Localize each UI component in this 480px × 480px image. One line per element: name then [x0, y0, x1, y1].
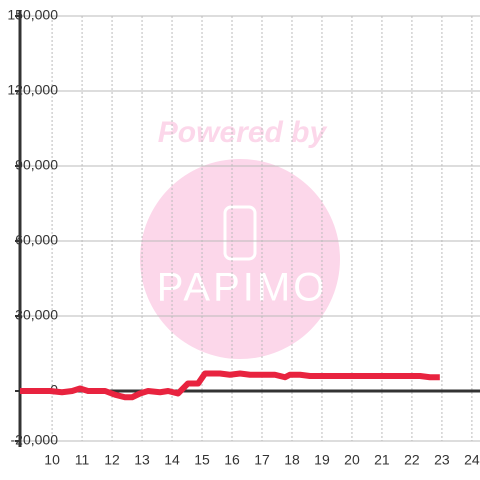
y-tick-label: 30,000 [15, 307, 58, 323]
watermark-logo: PAPIMO [157, 266, 328, 310]
x-tick-label: 21 [374, 452, 390, 468]
x-tick-label: 20 [344, 452, 360, 468]
x-tick-label: 24 [464, 452, 480, 468]
y-tick-label: 120,000 [7, 82, 58, 98]
y-tick-label: -20,000 [11, 432, 59, 448]
x-tick-label: 19 [314, 452, 330, 468]
x-tick-label: 11 [75, 452, 90, 468]
x-tick-label: 12 [104, 452, 120, 468]
x-tick-label: 18 [284, 452, 300, 468]
x-tick-label: 15 [194, 452, 210, 468]
x-tick-label: 17 [254, 452, 270, 468]
x-tick-label: 14 [164, 452, 180, 468]
x-tick-label: 23 [434, 452, 450, 468]
y-tick-label: 90,000 [15, 157, 58, 173]
y-tick-label: 150,000 [7, 7, 58, 23]
x-tick-label: 16 [224, 452, 240, 468]
watermark-text: Powered by [158, 116, 328, 149]
x-tick-label: 13 [134, 452, 150, 468]
line-series [20, 370, 440, 401]
y-tick-label: 60,000 [15, 232, 58, 248]
x-tick-label: 22 [404, 452, 420, 468]
watermark-icon [223, 205, 257, 261]
x-tick-label: 10 [44, 452, 60, 468]
